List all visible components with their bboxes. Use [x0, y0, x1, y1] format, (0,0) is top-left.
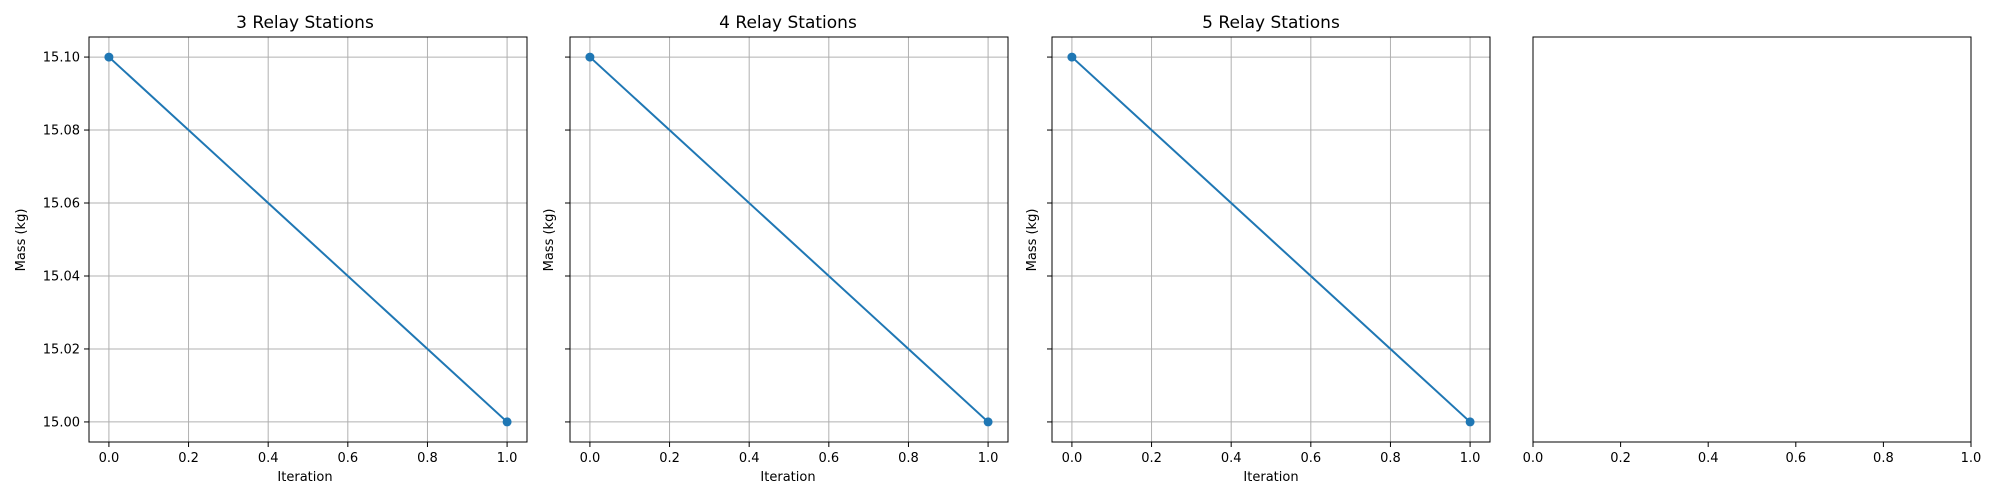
y-tick-label: 15.10	[43, 51, 80, 66]
data-point	[983, 417, 993, 427]
x-tick-label: 0.4	[1698, 451, 1719, 466]
axes-frame	[1532, 36, 1972, 443]
x-tick-label: 0.8	[1873, 451, 1894, 466]
x-tick-label: 0.6	[1300, 451, 1321, 466]
x-tick-label: 0.2	[178, 451, 199, 466]
subplot-1: 3 Relay Stations 0.0 0.2 0.4 0.6 0.8 1.0 15.00…	[14, 13, 528, 485]
subplot-2-plot: 0.0 0.2 0.4 0.6 0.8 1.0	[565, 36, 1009, 466]
x-tick-label: 0.2	[1141, 451, 1162, 466]
subplot-4: 0.0 0.2 0.4 0.6 0.8 1.0	[1523, 36, 1982, 466]
subplot-1-xlabel: Iteration	[277, 470, 332, 485]
x-tick-label: 0.8	[898, 451, 919, 466]
y-tick-label: 15.04	[43, 269, 80, 284]
data-point	[1067, 52, 1077, 62]
subplot-1-title: 3 Relay Stations	[236, 13, 374, 33]
series-line	[589, 56, 989, 423]
data-point	[502, 417, 512, 427]
subplot-2-ylabel: Mass (kg)	[542, 209, 557, 272]
subplot-2: 4 Relay Stations 0.0 0.2 0.4 0.6 0.8 1.0 Iter…	[542, 13, 1009, 485]
y-tick-label: 15.06	[43, 197, 80, 212]
subplot-3-title: 5 Relay Stations	[1202, 13, 1340, 33]
data-point	[1465, 417, 1475, 427]
subplot-2-title: 4 Relay Stations	[719, 13, 857, 33]
series-line	[108, 56, 508, 423]
x-tick-label: 1.0	[1961, 451, 1982, 466]
axes-frame	[569, 36, 1009, 443]
y-tick-label: 15.08	[43, 124, 80, 139]
x-tick-label: 0.8	[1380, 451, 1401, 466]
subplot-2-xlabel: Iteration	[760, 470, 815, 485]
x-tick-label: 0.0	[1523, 451, 1544, 466]
axes-frame	[88, 36, 528, 443]
subplot-1-ylabel: Mass (kg)	[14, 209, 29, 272]
x-tick-label: 1.0	[978, 451, 999, 466]
x-tick-label: 1.0	[1460, 451, 1481, 466]
x-tick-label: 0.2	[1610, 451, 1631, 466]
x-tick-label: 0.4	[739, 451, 760, 466]
axes-frame	[1051, 36, 1491, 443]
y-tick-label: 15.00	[43, 415, 80, 430]
x-tick-label: 0.6	[337, 451, 358, 466]
x-tick-label: 0.4	[258, 451, 279, 466]
subplot-3-plot: 0.0 0.2 0.4 0.6 0.8 1.0	[1047, 36, 1491, 466]
y-tick-label: 15.02	[43, 342, 80, 357]
subplot-3: 5 Relay Stations 0.0 0.2 0.4 0.6 0.8 1.0 Iter…	[1025, 13, 1491, 485]
x-tick-label: 0.0	[99, 451, 120, 466]
data-point	[585, 52, 595, 62]
x-tick-label: 0.2	[659, 451, 680, 466]
data-point	[104, 52, 114, 62]
x-tick-label: 1.0	[497, 451, 518, 466]
x-tick-label: 0.6	[1785, 451, 1806, 466]
x-tick-label: 0.0	[1062, 451, 1083, 466]
x-tick-label: 0.0	[580, 451, 601, 466]
series-line	[1071, 56, 1471, 423]
subplot-3-xlabel: Iteration	[1243, 470, 1298, 485]
subplot-4-plot: 0.0 0.2 0.4 0.6 0.8 1.0	[1523, 36, 1982, 466]
x-tick-label: 0.6	[818, 451, 839, 466]
x-tick-label: 0.8	[417, 451, 438, 466]
x-tick-label: 0.4	[1221, 451, 1242, 466]
subplot-1-plot: 0.0 0.2 0.4 0.6 0.8 1.0 15.00 15.02 15.04 15.06 15…	[43, 36, 528, 466]
subplot-3-ylabel: Mass (kg)	[1025, 209, 1040, 272]
